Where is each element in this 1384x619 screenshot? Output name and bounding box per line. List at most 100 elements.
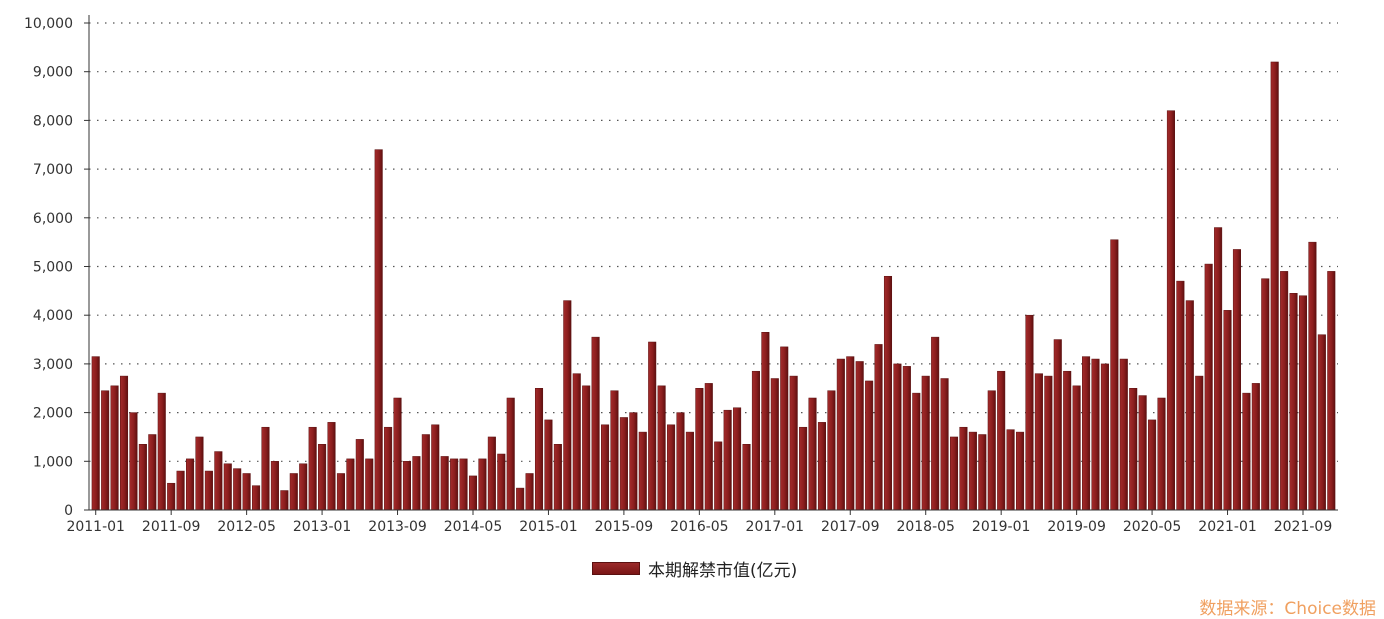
bar (751, 370, 760, 511)
bar (336, 473, 345, 511)
bar (733, 407, 742, 511)
bar (431, 424, 440, 511)
bar (846, 356, 855, 511)
x-tick-labels: 2011-01 2011-09 2012-05 2013-01 2013-09 2014-… (66, 519, 1332, 535)
bar (421, 434, 430, 511)
bar (1148, 419, 1157, 511)
bar (695, 388, 704, 511)
bar (280, 490, 289, 511)
bar (91, 356, 100, 511)
bar (1129, 388, 1138, 511)
bar (468, 475, 478, 511)
bar (714, 441, 723, 511)
bar (101, 390, 110, 511)
bar (827, 390, 836, 511)
bar (1280, 271, 1289, 511)
bar (299, 463, 308, 511)
bar (534, 388, 544, 511)
x-tick-label: 2013-01 (293, 519, 352, 535)
bar (1044, 375, 1053, 511)
bar (167, 482, 176, 511)
bar (544, 419, 553, 511)
y-tick-label: 0 (64, 503, 73, 519)
x-tick-label: 2016-05 (670, 519, 729, 535)
legend-label: 本期解禁市值(亿元) (648, 561, 798, 581)
bar (176, 470, 185, 511)
bar (582, 385, 591, 511)
bar (1327, 271, 1336, 511)
bar (412, 456, 421, 511)
bar (402, 461, 411, 511)
x-tick-label: 2018-05 (896, 519, 955, 535)
bar (817, 422, 826, 511)
x-tick-label: 2020-05 (1123, 519, 1182, 535)
x-tick-label: 2014-05 (444, 519, 503, 535)
bar (968, 431, 977, 511)
bar (959, 426, 968, 511)
bar (572, 373, 581, 511)
bar (638, 431, 647, 511)
bar (912, 392, 921, 511)
bar (1053, 339, 1062, 511)
bar (384, 426, 393, 511)
bar (1261, 278, 1270, 511)
x-tick-label: 2015-09 (595, 519, 654, 535)
x-tick-label: 2021-09 (1274, 519, 1333, 535)
bar (204, 470, 213, 511)
bar (789, 375, 798, 511)
bar (1016, 431, 1025, 511)
bar (1063, 370, 1072, 511)
gridlines (89, 22, 1338, 462)
bar (1119, 358, 1128, 511)
bar (1176, 280, 1185, 511)
bar (289, 473, 298, 511)
x-tick-label: 2019-01 (972, 519, 1031, 535)
bar (704, 383, 713, 511)
bar (723, 409, 732, 511)
bar (327, 422, 336, 511)
bar (261, 426, 270, 511)
bar (148, 434, 157, 511)
bar (780, 346, 789, 511)
y-tick-label: 5,000 (33, 260, 73, 276)
bar (855, 361, 864, 511)
bar (129, 412, 138, 511)
bar (619, 417, 628, 511)
bar (931, 336, 940, 511)
bar (487, 436, 496, 511)
bar (1204, 263, 1213, 511)
y-tick-label: 1,000 (33, 454, 73, 470)
bar (893, 363, 902, 511)
legend-swatch (592, 562, 640, 575)
bar (591, 336, 600, 511)
bar (799, 426, 808, 511)
bar (525, 473, 534, 511)
bar (195, 436, 204, 511)
bar (223, 463, 232, 511)
legend: 本期解禁市值(亿元) (592, 556, 797, 581)
bar (346, 458, 355, 511)
bar (393, 397, 402, 511)
bar (1308, 241, 1317, 511)
bar (978, 434, 987, 511)
y-tick-label: 4,000 (33, 308, 73, 324)
bar (865, 380, 874, 511)
bar (119, 375, 129, 511)
bar (742, 444, 751, 511)
x-tick-label: 2011-01 (66, 519, 125, 535)
bar (214, 451, 223, 511)
bar (1157, 397, 1166, 511)
y-tick-label: 10,000 (24, 16, 73, 32)
bar (374, 149, 383, 511)
bar (1138, 395, 1147, 511)
x-tick-label: 2021-01 (1198, 519, 1257, 535)
bar (365, 458, 374, 511)
bar (629, 412, 638, 511)
bar (601, 424, 610, 511)
bar (318, 444, 327, 511)
bar (1091, 358, 1100, 511)
bar (270, 461, 279, 511)
bar (440, 456, 449, 511)
bar (1223, 310, 1232, 511)
